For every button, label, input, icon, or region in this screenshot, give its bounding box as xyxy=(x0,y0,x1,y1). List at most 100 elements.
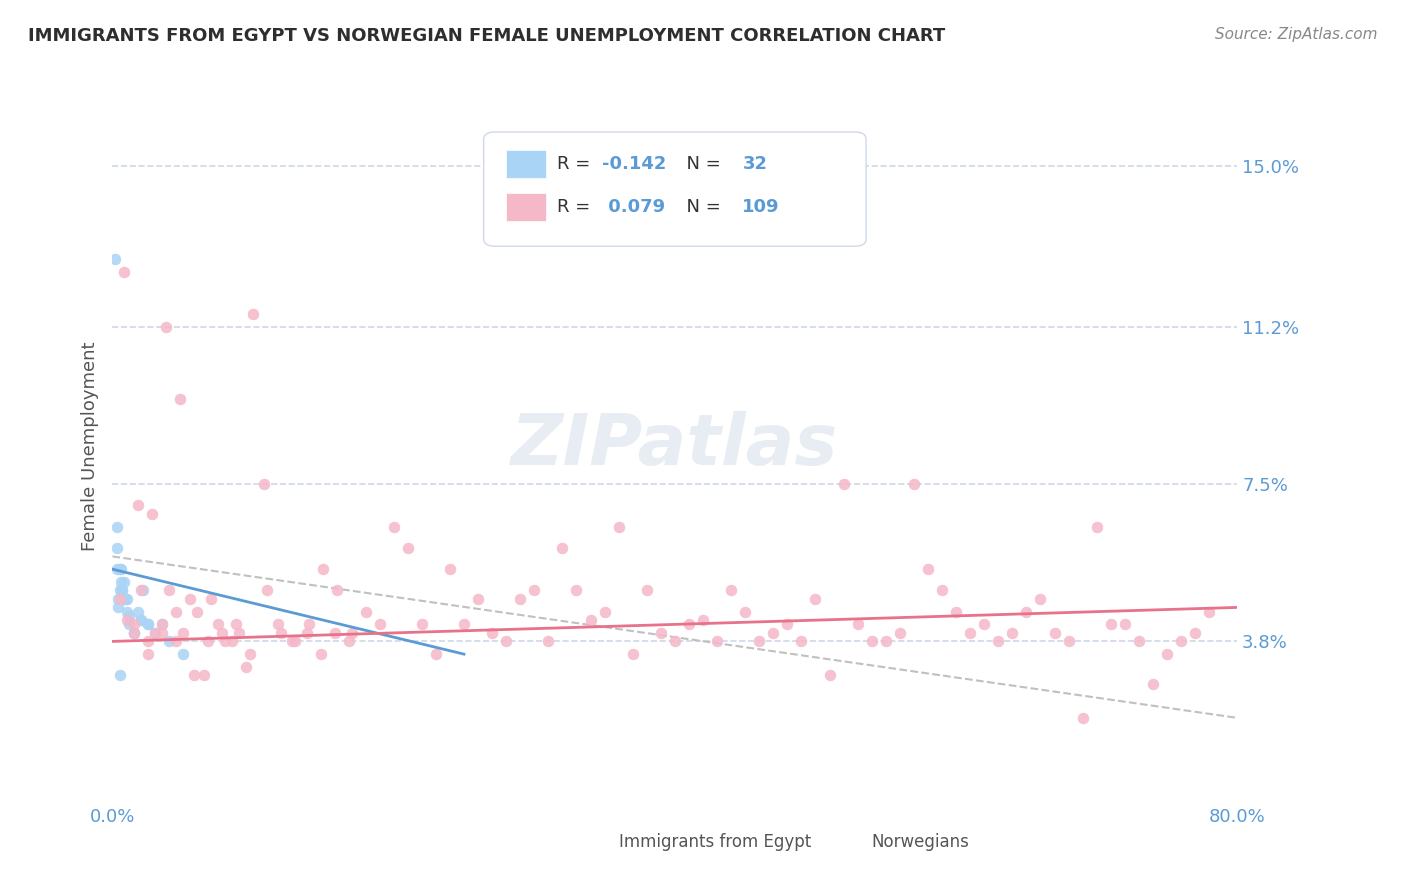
FancyBboxPatch shape xyxy=(484,132,866,246)
Point xyxy=(112,265,135,279)
Point xyxy=(1099,617,1122,632)
Point xyxy=(107,591,129,606)
Point xyxy=(105,519,128,533)
Point xyxy=(298,617,321,632)
Point xyxy=(692,613,714,627)
Point xyxy=(832,477,855,491)
Point xyxy=(122,626,145,640)
Point xyxy=(326,583,349,598)
Point xyxy=(143,626,166,640)
Point xyxy=(579,613,602,627)
Point xyxy=(720,583,742,598)
Point xyxy=(734,605,756,619)
Point xyxy=(551,541,574,555)
Point xyxy=(165,605,187,619)
Point xyxy=(1043,626,1066,640)
Point xyxy=(1142,677,1164,691)
Point xyxy=(860,634,883,648)
Point xyxy=(207,617,229,632)
Point xyxy=(678,617,700,632)
Point xyxy=(127,605,149,619)
Point xyxy=(115,605,138,619)
Point xyxy=(157,583,180,598)
Point xyxy=(118,617,141,632)
Point xyxy=(150,626,173,640)
Point xyxy=(467,591,489,606)
Point xyxy=(481,626,503,640)
Point xyxy=(340,626,363,640)
Point xyxy=(959,626,981,640)
Point xyxy=(804,591,827,606)
Point xyxy=(411,617,433,632)
Bar xyxy=(832,831,860,853)
Point xyxy=(169,392,191,407)
Point xyxy=(1029,591,1052,606)
Point xyxy=(323,626,346,640)
Point xyxy=(136,617,159,632)
Text: Immigrants from Egypt: Immigrants from Egypt xyxy=(619,833,811,851)
Point xyxy=(214,634,236,648)
Point xyxy=(382,519,405,533)
Point xyxy=(565,583,588,598)
Point xyxy=(776,617,799,632)
Point xyxy=(396,541,419,555)
Point xyxy=(284,634,307,648)
Point xyxy=(150,617,173,632)
Point xyxy=(593,605,616,619)
Point xyxy=(225,617,247,632)
Point xyxy=(790,634,813,648)
Text: N =: N = xyxy=(675,198,727,216)
Point xyxy=(186,605,208,619)
Point xyxy=(818,668,841,682)
Point xyxy=(150,617,173,632)
Point xyxy=(143,626,166,640)
Point xyxy=(105,541,128,555)
Point xyxy=(111,583,134,598)
Point xyxy=(1085,519,1108,533)
Point xyxy=(239,647,262,661)
Point xyxy=(1128,634,1150,648)
Point xyxy=(509,591,531,606)
Point xyxy=(256,583,278,598)
Text: IMMIGRANTS FROM EGYPT VS NORWEGIAN FEMALE UNEMPLOYMENT CORRELATION CHART: IMMIGRANTS FROM EGYPT VS NORWEGIAN FEMAL… xyxy=(28,27,945,45)
Point xyxy=(495,634,517,648)
Point xyxy=(179,591,201,606)
Point xyxy=(889,626,911,640)
Point xyxy=(439,562,461,576)
Point xyxy=(118,608,141,623)
Point xyxy=(112,574,135,589)
Point xyxy=(136,617,159,632)
Point xyxy=(1156,647,1178,661)
Point xyxy=(537,634,560,648)
Point xyxy=(425,647,447,661)
Point xyxy=(636,583,658,598)
Point xyxy=(114,591,136,606)
Point xyxy=(122,626,145,640)
Text: 32: 32 xyxy=(742,155,768,173)
Point xyxy=(108,583,131,598)
Point xyxy=(104,252,127,266)
Point xyxy=(129,613,152,627)
Bar xyxy=(585,831,613,853)
Point xyxy=(127,499,149,513)
Point xyxy=(115,591,138,606)
Point xyxy=(523,583,546,598)
Point xyxy=(136,647,159,661)
Point xyxy=(1184,626,1206,640)
Point xyxy=(1170,634,1192,648)
Point xyxy=(107,600,129,615)
Point xyxy=(165,634,187,648)
Point xyxy=(183,668,205,682)
Point xyxy=(136,634,159,648)
Point xyxy=(607,519,630,533)
Text: 109: 109 xyxy=(742,198,780,216)
Point xyxy=(1071,711,1094,725)
Point xyxy=(132,583,155,598)
Point xyxy=(108,668,131,682)
Text: Source: ZipAtlas.com: Source: ZipAtlas.com xyxy=(1215,27,1378,42)
Point xyxy=(295,626,318,640)
Point xyxy=(108,562,131,576)
Point xyxy=(309,647,332,661)
Point xyxy=(172,626,194,640)
Point xyxy=(211,626,233,640)
